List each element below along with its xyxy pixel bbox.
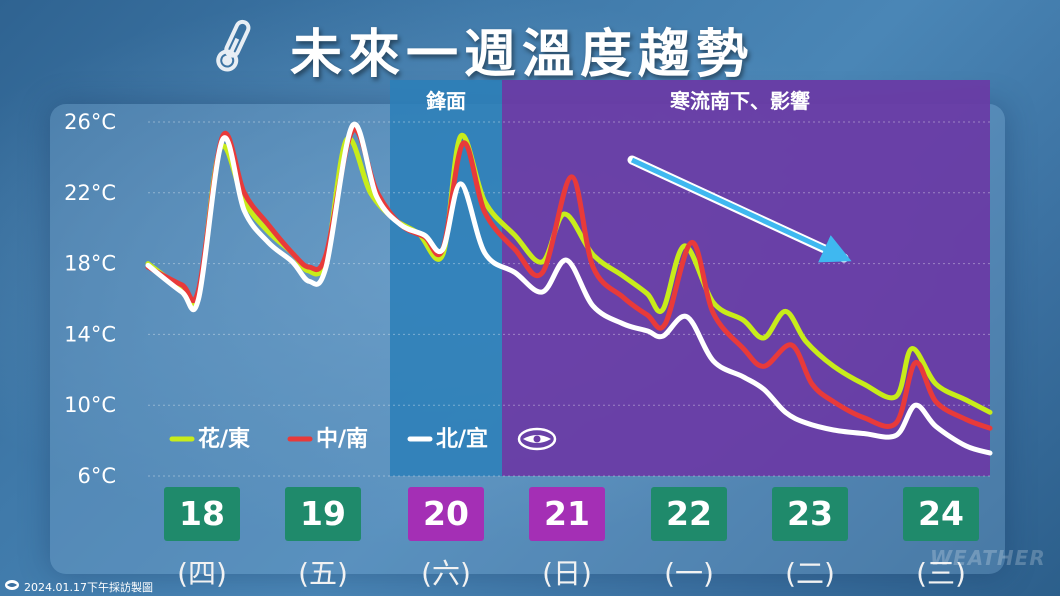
- cold-wave-zone: [502, 80, 990, 476]
- series-line-bei-yi: [145, 121, 993, 456]
- weekday-label: (五): [298, 557, 348, 590]
- day-box-24: 24: [903, 487, 979, 541]
- page-title: 未來一週溫度趨勢: [290, 25, 755, 85]
- weekday-label: (六): [421, 557, 471, 590]
- weather-logo-icon: [5, 580, 19, 590]
- legend-label-bei-yi: 北/宜: [436, 426, 488, 452]
- day-box-22: 22: [651, 487, 727, 541]
- series-line-zhong-nan: [145, 127, 993, 431]
- weekday-label: (二): [785, 557, 835, 590]
- y-tick-label: 18°C: [64, 252, 116, 276]
- y-tick-label: 6°C: [77, 464, 116, 488]
- watermark: WEATHER: [930, 546, 1046, 570]
- weekday-label: (三): [916, 557, 966, 590]
- credit-text: 2024.01.17下午採訪製圖: [24, 581, 153, 594]
- y-tick-label: 10°C: [64, 393, 116, 417]
- day-box-20: 20: [408, 487, 484, 541]
- y-tick-label: 26°C: [64, 110, 116, 134]
- weather-logo-icon: [517, 427, 557, 451]
- day-box-21: 21: [529, 487, 605, 541]
- y-tick-label: 14°C: [64, 322, 116, 346]
- cold-front-zone: [390, 80, 502, 476]
- trend-arrow: [630, 157, 852, 263]
- legend-label-zhong-nan: 中/南: [316, 427, 368, 452]
- weekday-label: (四): [177, 557, 227, 590]
- legend-label-hua-dong: 花/東: [198, 426, 250, 452]
- thermometer-icon: [216, 19, 251, 72]
- cold-front-label: 鋒面: [425, 89, 466, 113]
- day-box-18: 18: [164, 487, 240, 541]
- weekday-label: (日): [542, 557, 592, 590]
- y-tick-label: 22°C: [64, 181, 116, 205]
- cold-wave-label: 寒流南下、影響: [670, 89, 810, 113]
- weekday-label: (一): [664, 557, 714, 590]
- day-box-19: 19: [285, 487, 361, 541]
- day-box-23: 23: [772, 487, 848, 541]
